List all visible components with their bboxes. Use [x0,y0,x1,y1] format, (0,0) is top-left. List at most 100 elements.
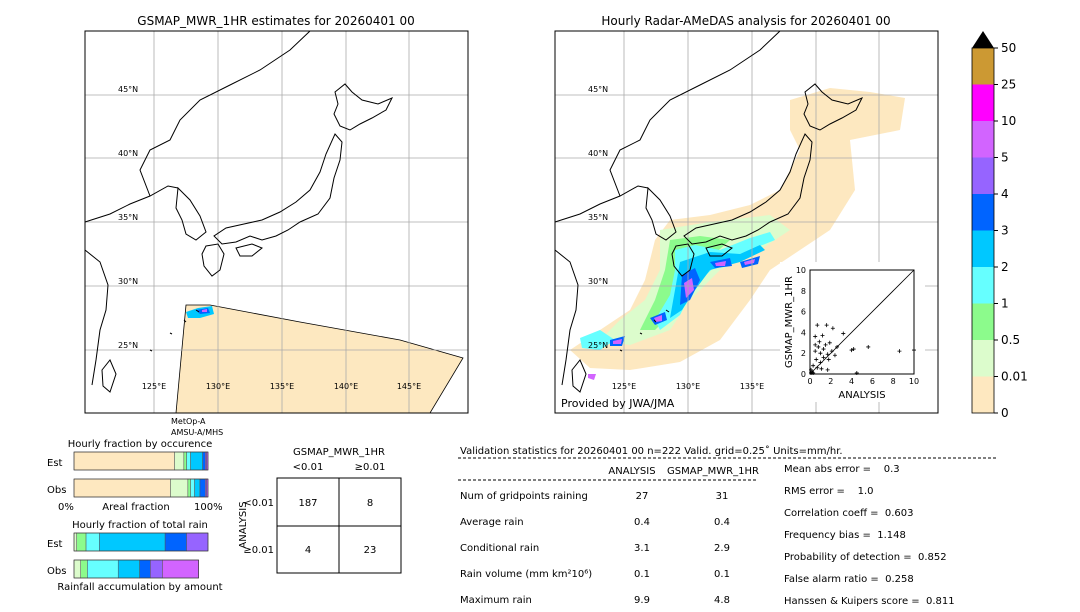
rain-fraction-xlabel: Rainfall accumulation by amount [57,582,222,593]
scatter-point [811,363,816,368]
score-line: Hanssen & Kuipers score = 0.811 [784,596,955,607]
lon-label: 140°E [334,382,358,391]
stat-label: Maximum rain [460,595,532,606]
col-label: ≥0.01 [355,462,386,473]
score-line: Correlation coeff = 0.603 [784,508,914,519]
scatter-point [825,367,830,372]
stat-analysis-value: 0.1 [634,569,650,580]
scatter-point [813,342,818,347]
scatter-xtick: 6 [870,377,875,386]
lat-label: 40°N [118,149,138,158]
stat-gsmap-value: 4.8 [714,595,730,606]
scatter-xtick: 2 [828,377,833,386]
lat-label: 30°N [118,277,138,286]
stat-gsmap-value: 0.1 [714,569,730,580]
scatter-point [824,323,829,328]
bar-segment [190,478,195,498]
lon-label: 125°E [612,382,636,391]
scatter-ytick: 8 [801,287,806,296]
scatter-point [815,365,820,370]
colorbar-segment [972,303,994,340]
scatter-point [835,344,840,349]
scatter-ytick: 6 [801,308,806,317]
score-line: RMS error = 1.0 [784,486,874,497]
lat-label: 30°N [588,277,608,286]
colorbar-label: 0.5 [1001,333,1020,347]
scatter-point [912,348,916,353]
scatter-point [816,344,821,349]
bar-outline [73,532,209,552]
colorbar-segment [972,230,994,267]
occurrence-fraction-chart: Hourly fraction by occurence Est Obs 0% … [47,439,223,513]
bar-outline [73,478,209,498]
scatter-ytick: 2 [801,349,806,358]
colorbar-segment [972,48,994,85]
colorbar-label: 3 [1001,224,1009,238]
lat-label: 35°N [118,213,138,222]
scatter-point [827,340,832,345]
colorbar-label: 10 [1001,114,1016,128]
lat-label: 25°N [588,341,608,350]
lat-label: 45°N [588,85,608,94]
bar-segment [73,532,77,552]
col-header-gsmap: GSMAP_MWR_1HR [667,466,759,477]
scatter-point [849,348,854,353]
scatter-point [854,370,859,375]
colorbar-label: 5 [1001,151,1009,165]
scatter-ytick: 10 [796,266,806,275]
stat-label: Num of gridpoints raining [460,491,588,502]
scatter-point [814,357,819,362]
bar-segment [183,451,187,471]
bar-segment [73,559,81,579]
colorbar-label: 50 [1001,41,1016,55]
bar-segment [73,478,171,498]
scatter-point [830,326,835,331]
row-axis-label: ANALYSIS [238,501,249,548]
colorbar-label: 2 [1001,260,1009,274]
bar-segment [186,451,191,471]
colorbar-extend-arrow [972,31,994,48]
score-line: Probability of detection = 0.852 [784,552,947,563]
one-to-one-line [809,269,915,375]
bar-segment [80,559,88,579]
scatter-point [811,370,816,375]
bar-segment [186,532,209,552]
scatter-point [826,357,831,362]
row-label: <0.01 [243,498,274,509]
scatter-point [813,349,818,354]
colorbar-label: 1 [1001,297,1009,311]
scatter-point [841,331,846,336]
colorbar-segment [972,84,994,121]
bar-segment [76,532,87,552]
scatter-xtick: 10 [909,377,919,386]
colorbar-segment [972,157,994,194]
scatter-xtick: 8 [891,377,896,386]
bar-segment [187,478,191,498]
occurrence-title: Hourly fraction by occurence [68,439,212,450]
contingency-title: GSMAP_MWR_1HR [293,447,385,458]
scatter-xlabel: ANALYSIS [838,390,885,401]
col-label: <0.01 [293,462,324,473]
lat-label: 35°N [588,213,608,222]
stats-header: Validation statistics for 20260401 00 n=… [460,445,843,457]
stat-analysis-value: 27 [636,491,649,502]
scatter-point [829,349,834,354]
scatter-point [851,347,856,352]
right-map-title: Hourly Radar-AMeDAS analysis for 2026040… [601,14,890,28]
scatter-point [817,339,822,344]
lon-label: 130°E [206,382,230,391]
bar-segment [164,532,187,552]
scatter-point [821,347,826,352]
scatter-point [818,351,823,356]
contingency-table: GSMAP_MWR_1HR <0.01 ≥0.01 ANALYSIS <0.01… [238,447,402,574]
lon-label: 125°E [142,382,166,391]
scatter-ytick: 0 [801,370,806,379]
colorbar: 0 0.01 0.5 1 2 3 4 5 10 25 50 [971,31,1028,420]
bar-segment [150,559,163,579]
satellite-label: MetOp-A [171,417,206,426]
scatter-xtick: 4 [849,377,854,386]
stat-analysis-value: 9.9 [634,595,650,606]
stat-label: Average rain [460,517,524,528]
row-label: ≥0.01 [243,545,274,556]
scatter-point [823,342,828,347]
